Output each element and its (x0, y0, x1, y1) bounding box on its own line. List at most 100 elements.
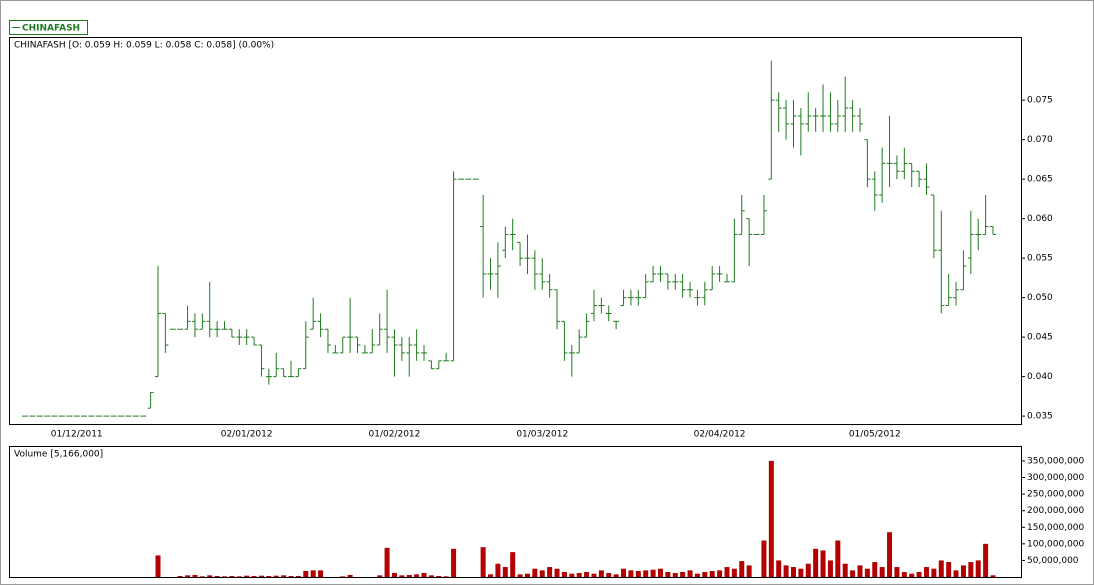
y-tick-label: 0.050 (1027, 293, 1053, 303)
volume-bar (399, 575, 405, 577)
volume-bar (318, 570, 324, 577)
volume-bar (783, 565, 789, 577)
volume-bar (968, 562, 974, 577)
volume-bar (443, 576, 449, 577)
x-tick-label: 02/04/2012 (694, 430, 746, 440)
x-tick-label: 01/12/2011 (51, 430, 103, 440)
volume-bar (524, 573, 530, 577)
volume-bar (214, 576, 220, 577)
volume-bar (953, 570, 959, 577)
y-tick-label: 250,000,000 (1027, 490, 1085, 500)
volume-bar (258, 575, 264, 577)
volume-bar (340, 576, 346, 577)
y-tick-label: 200,000,000 (1027, 506, 1085, 516)
volume-bar (547, 567, 553, 577)
legend-box (9, 20, 88, 35)
volume-bar (872, 562, 878, 577)
volume-bar (192, 575, 198, 577)
volume-bar (236, 576, 242, 577)
volume-bar (606, 573, 612, 577)
volume-bar (805, 563, 811, 577)
volume-bar (532, 568, 538, 577)
volume-bar (377, 575, 383, 577)
volume-bar (879, 567, 885, 577)
volume-bar (768, 460, 774, 577)
volume-bar (628, 570, 634, 577)
x-tick-label: 01/02/2012 (369, 430, 421, 440)
volume-bar (702, 572, 708, 577)
volume-bar (746, 565, 752, 577)
volume-bar (185, 575, 191, 577)
volume-bar (776, 560, 782, 577)
volume-bar (731, 568, 737, 577)
y-tick-label: 0.060 (1027, 214, 1053, 224)
volume-bar (266, 576, 272, 577)
volume-bar (894, 567, 900, 577)
legend-label: CHINAFASH (22, 24, 80, 34)
y-tick-label: 0.065 (1027, 175, 1053, 185)
y-tick-label: 0.040 (1027, 372, 1053, 382)
volume-bar (665, 572, 671, 577)
volume-bar (406, 575, 412, 577)
volume-bar (561, 572, 567, 577)
y-tick-label: 50,000,000 (1027, 556, 1079, 566)
volume-bar (502, 567, 508, 577)
volume-bar (310, 570, 316, 577)
volume-bar (960, 565, 966, 577)
volume-bar (650, 569, 656, 577)
volume-bar (709, 571, 715, 577)
x-tick-label: 01/05/2012 (849, 430, 901, 440)
volume-bar (864, 568, 870, 577)
volume-bar (657, 568, 663, 577)
volume-bar (598, 570, 604, 577)
volume-bar (391, 573, 397, 577)
volume-bar (414, 574, 420, 577)
y-tick-label: 0.075 (1027, 96, 1053, 106)
volume-bar (436, 576, 442, 577)
volume-bar (288, 576, 294, 577)
y-tick-label: 350,000,000 (1027, 456, 1085, 466)
volume-bar (916, 572, 922, 577)
volume-bar (983, 543, 989, 577)
volume-bar (923, 567, 929, 577)
volume-bar (938, 560, 944, 577)
volume-bar (761, 540, 767, 577)
volume-bar (621, 568, 627, 577)
volume-bar (421, 573, 427, 577)
y-tick-label: 300,000,000 (1027, 473, 1085, 483)
volume-bar (347, 575, 353, 577)
volume-bar (281, 575, 287, 577)
volume-bar (554, 568, 560, 577)
volume-bar (694, 573, 700, 577)
panel-title: CHINAFASH [O: 0.059 H: 0.059 L: 0.058 C:… (14, 41, 274, 51)
volume-bar (798, 568, 804, 577)
volume-bar (591, 573, 597, 577)
volume-bar (687, 570, 693, 577)
volume-bar (384, 547, 390, 577)
volume-bar (177, 576, 183, 577)
volume-bar (990, 575, 996, 577)
volume-bar (739, 561, 745, 577)
volume-bar (451, 548, 457, 577)
volume-bar (946, 562, 952, 577)
volume-bar (273, 575, 279, 577)
volume-bar (480, 547, 486, 577)
volume-bar (813, 548, 819, 577)
plot-frame (9, 446, 1022, 578)
volume-bar (569, 573, 575, 577)
x-tick-label: 02/01/2012 (221, 430, 273, 440)
volume-bar (517, 574, 523, 577)
panel-title: Volume [5,166,000] (14, 450, 103, 460)
volume-bar (790, 567, 796, 577)
volume-bar (510, 552, 516, 577)
volume-bar (613, 574, 619, 577)
plot-frame (9, 37, 1022, 425)
volume-bar (672, 573, 678, 577)
volume-bar (901, 572, 907, 577)
volume-bar (975, 560, 981, 577)
volume-bar (207, 575, 213, 577)
volume-bar (155, 555, 161, 577)
volume-bar (428, 575, 434, 577)
